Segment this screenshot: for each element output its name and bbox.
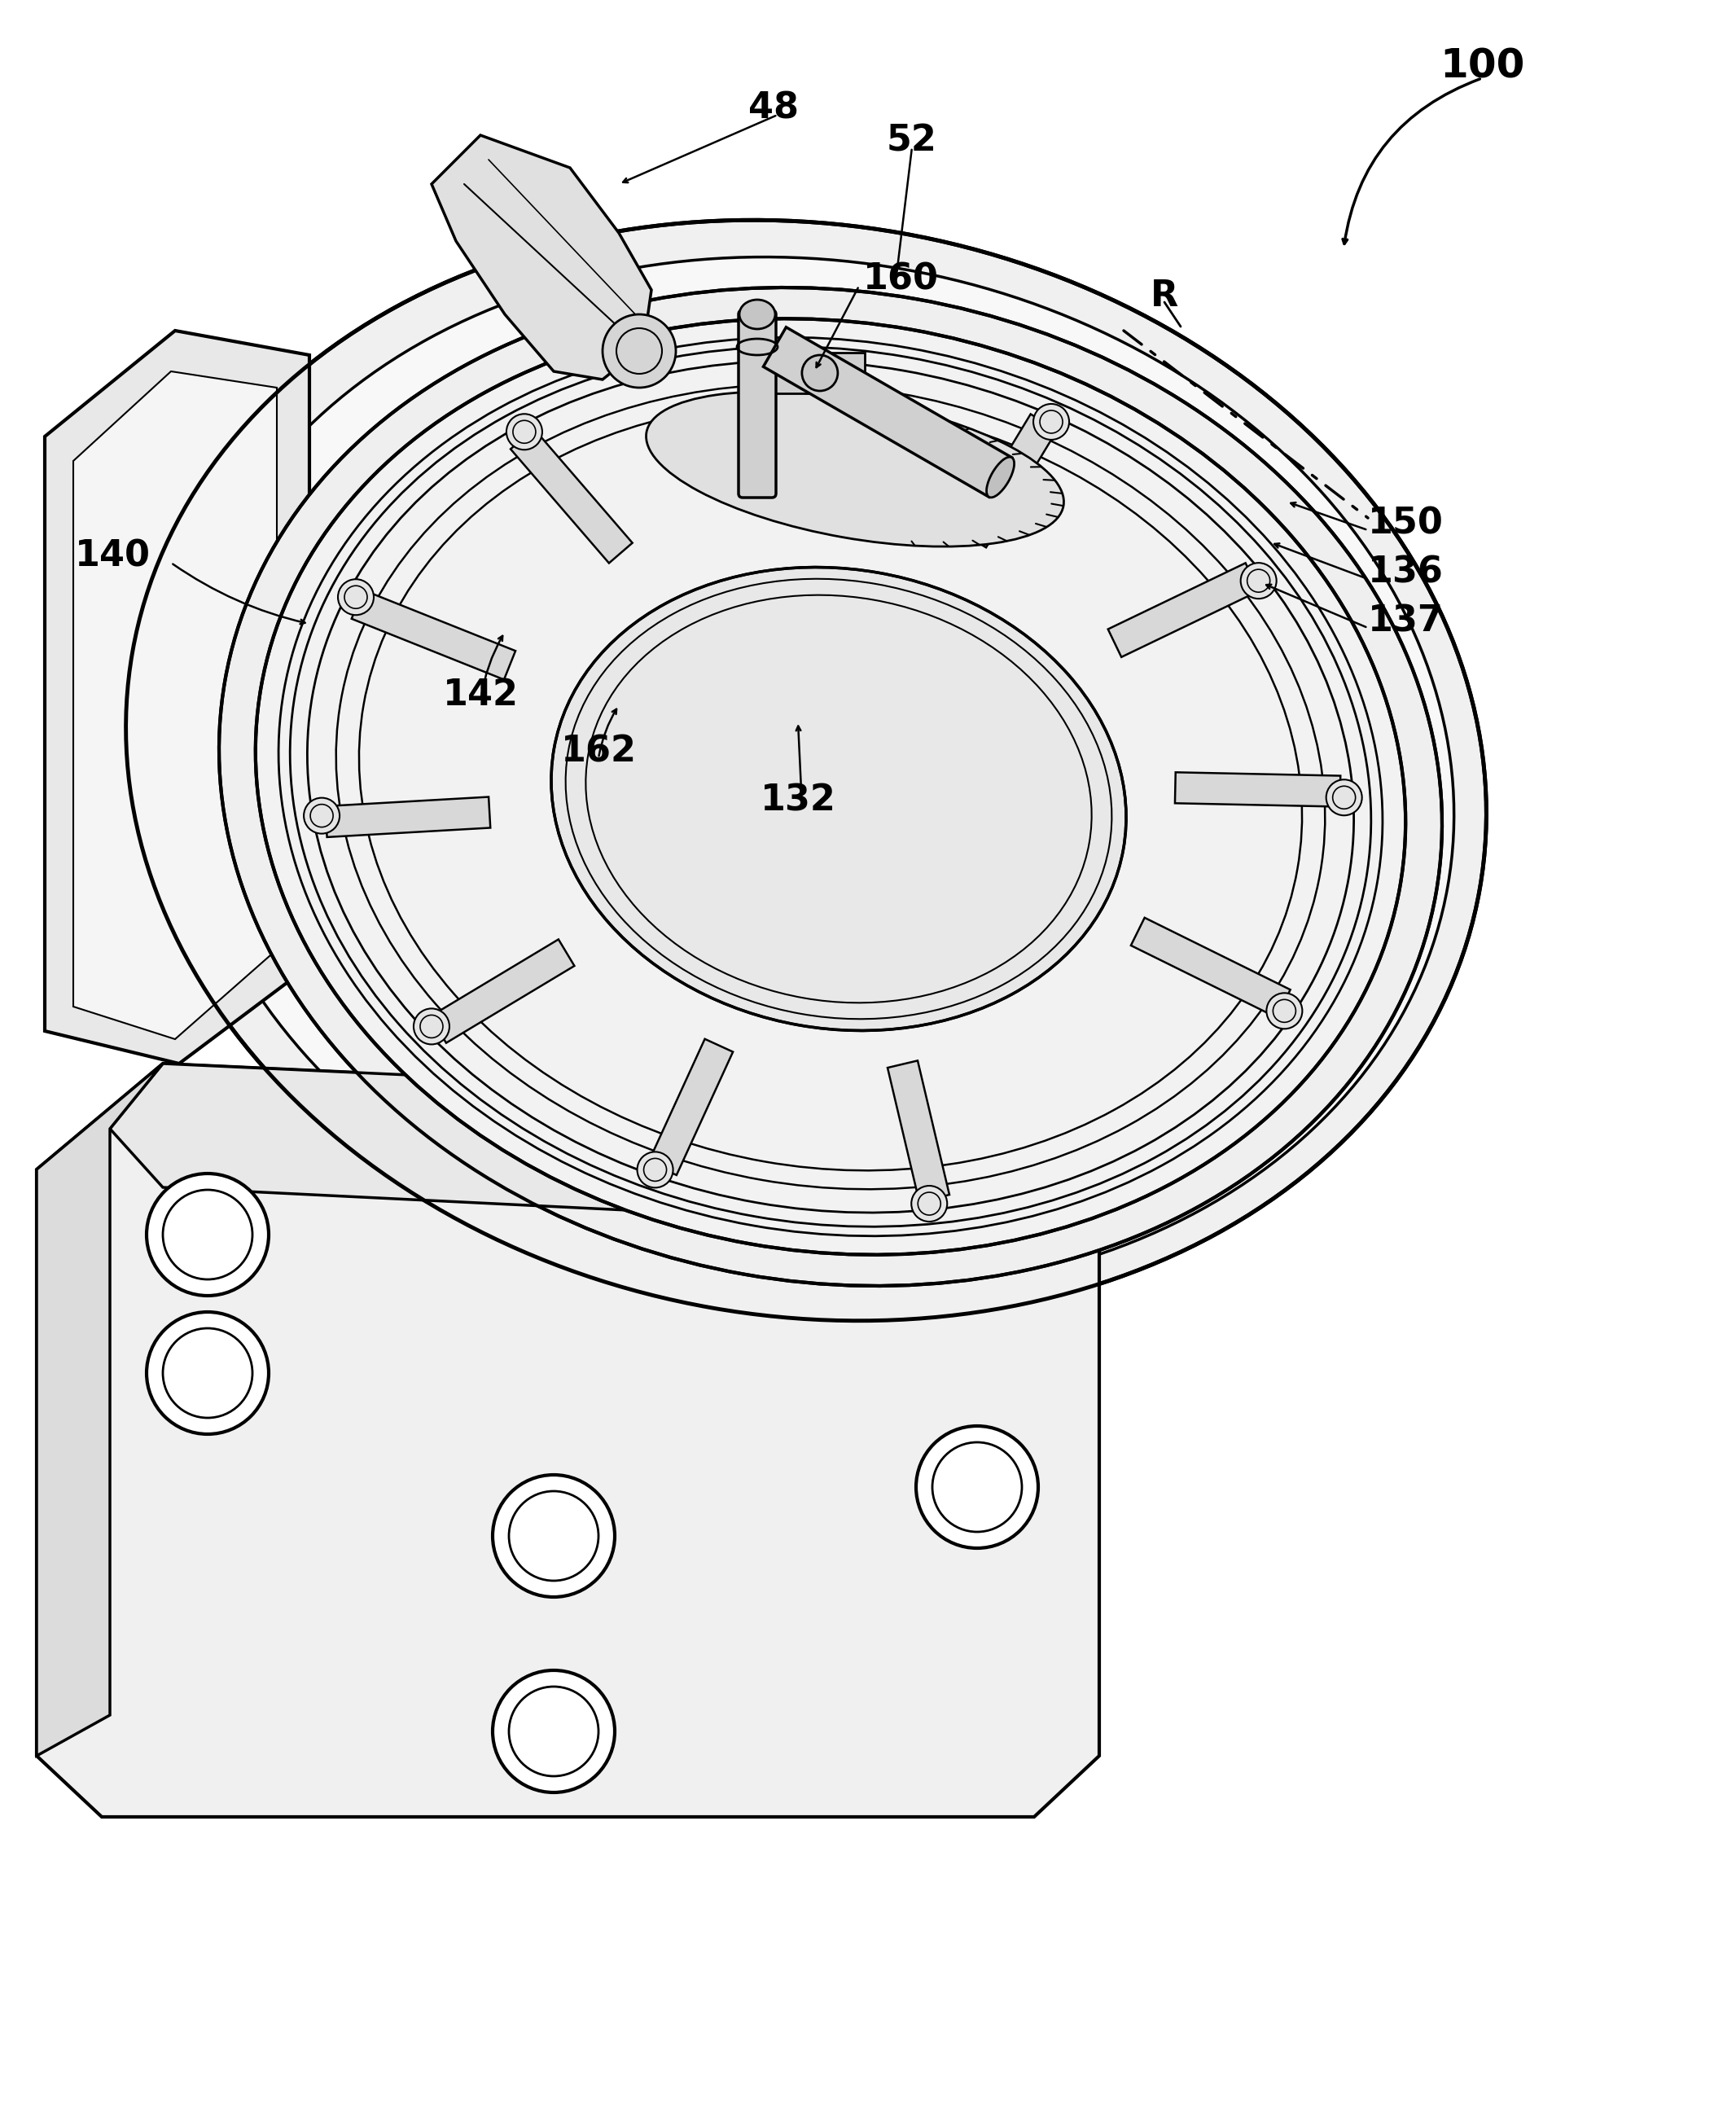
Circle shape (507, 415, 542, 451)
Circle shape (413, 1009, 450, 1045)
Polygon shape (1108, 562, 1259, 657)
Polygon shape (887, 1061, 950, 1203)
Text: 136: 136 (1368, 556, 1444, 590)
Text: 160: 160 (863, 263, 939, 297)
Polygon shape (774, 352, 865, 394)
Polygon shape (764, 326, 1012, 497)
Text: 142: 142 (443, 678, 519, 712)
Text: R: R (1151, 278, 1179, 314)
Circle shape (1033, 404, 1069, 440)
Text: 100: 100 (1439, 46, 1524, 86)
Ellipse shape (646, 392, 1064, 548)
Text: 137: 137 (1368, 604, 1444, 640)
Ellipse shape (127, 221, 1486, 1320)
Polygon shape (510, 430, 632, 562)
Circle shape (339, 579, 373, 615)
Text: 132: 132 (760, 783, 835, 819)
Circle shape (146, 1312, 269, 1434)
Ellipse shape (740, 299, 776, 329)
Ellipse shape (986, 457, 1014, 497)
FancyBboxPatch shape (738, 310, 776, 497)
Ellipse shape (552, 567, 1127, 1030)
Text: 48: 48 (748, 91, 799, 126)
Polygon shape (36, 1064, 163, 1756)
Circle shape (304, 798, 340, 834)
Circle shape (917, 1426, 1038, 1548)
Text: 52: 52 (887, 124, 937, 158)
Circle shape (762, 350, 799, 385)
Ellipse shape (255, 318, 1406, 1255)
Circle shape (1267, 994, 1302, 1030)
Polygon shape (759, 371, 806, 508)
Circle shape (493, 1474, 615, 1596)
Polygon shape (45, 331, 309, 1064)
Polygon shape (352, 590, 516, 680)
Circle shape (802, 356, 838, 392)
Polygon shape (1175, 773, 1340, 807)
Text: 150: 150 (1368, 508, 1444, 541)
Polygon shape (431, 939, 575, 1042)
Polygon shape (325, 796, 490, 836)
Circle shape (602, 314, 675, 388)
Polygon shape (960, 415, 1057, 548)
Polygon shape (109, 1064, 1099, 1230)
Text: 140: 140 (75, 539, 151, 575)
Ellipse shape (175, 257, 1455, 1291)
Text: 162: 162 (561, 735, 637, 769)
Circle shape (911, 1186, 948, 1221)
Polygon shape (648, 1038, 733, 1175)
Ellipse shape (219, 289, 1443, 1287)
Circle shape (146, 1173, 269, 1295)
Circle shape (637, 1152, 674, 1188)
Circle shape (493, 1670, 615, 1792)
Polygon shape (36, 1064, 1099, 1817)
Polygon shape (73, 371, 276, 1038)
Polygon shape (432, 135, 651, 379)
Circle shape (1241, 562, 1276, 598)
Polygon shape (1130, 918, 1290, 1017)
Circle shape (1326, 779, 1363, 815)
